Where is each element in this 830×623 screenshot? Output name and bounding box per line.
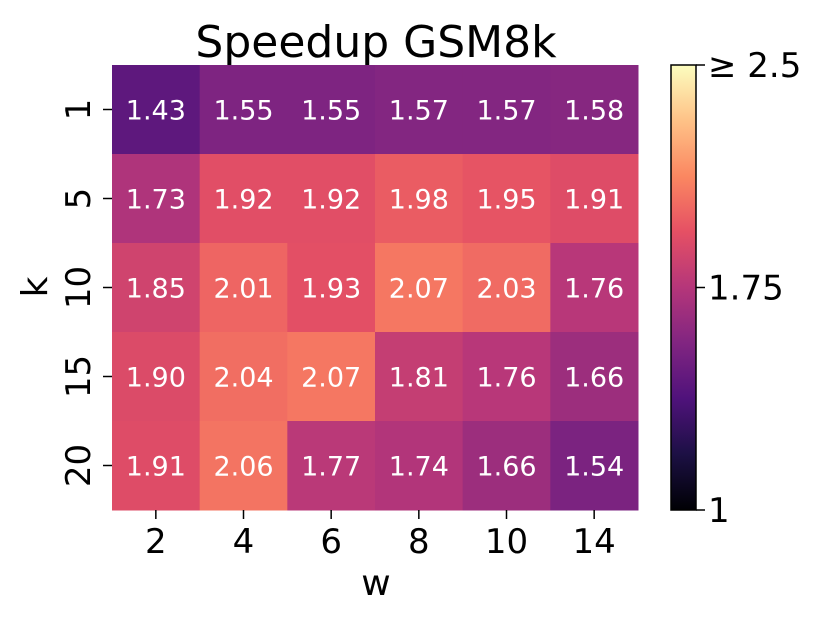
heatmap-cell	[375, 421, 464, 511]
heatmap-cell	[112, 154, 201, 244]
cell-value-label: 1.91	[564, 185, 624, 216]
cell-value-label: 1.55	[301, 96, 361, 127]
cell-value-label: 1.76	[564, 274, 624, 305]
heatmap-cell	[112, 421, 201, 511]
heatmap-cell	[550, 65, 639, 155]
heatmap-cells	[112, 65, 639, 511]
heatmap-cell	[550, 332, 639, 422]
x-tick-label: 10	[485, 522, 528, 562]
heatmap-cell	[375, 243, 464, 333]
cell-value-label: 1.66	[476, 452, 536, 483]
cell-value-label: 1.90	[126, 363, 186, 394]
y-tick-label: 10	[59, 266, 99, 309]
x-tick-label: 6	[320, 522, 342, 562]
cell-value-label: 1.91	[126, 452, 186, 483]
y-tick-label: 15	[59, 355, 99, 398]
heatmap-cell	[462, 243, 551, 333]
y-tick-label: 5	[59, 188, 99, 210]
x-axis-label: w	[361, 563, 390, 604]
heatmap-cell	[199, 243, 288, 333]
heatmap-cell	[287, 243, 376, 333]
heatmap-cell	[112, 332, 201, 422]
cell-value-label: 2.07	[389, 274, 449, 305]
x-tick-label: 8	[408, 522, 430, 562]
heatmap-cell	[199, 65, 288, 155]
cell-value-label: 2.04	[213, 363, 273, 394]
cell-value-label: 1.92	[213, 185, 273, 216]
cell-value-label: 2.03	[476, 274, 536, 305]
colorbar-ticks: ≥ 2.5 1.75 1	[696, 46, 801, 531]
heatmap-cell	[462, 332, 551, 422]
heatmap-cell	[199, 154, 288, 244]
heatmap-cell	[112, 65, 201, 155]
cell-value-label: 2.06	[213, 452, 273, 483]
cell-value-label: 1.58	[564, 96, 624, 127]
heatmap-cell	[199, 332, 288, 422]
cell-value-label: 1.54	[564, 452, 624, 483]
colorbar-tick-label: ≥ 2.5	[708, 46, 801, 86]
colorbar-tick-label: 1	[708, 491, 730, 531]
cell-value-label: 1.57	[476, 96, 536, 127]
y-tick-label: 20	[59, 444, 99, 487]
heatmap-cell	[287, 332, 376, 422]
heatmap-cell	[287, 65, 376, 155]
heatmap-cell	[199, 421, 288, 511]
cell-value-label: 1.85	[126, 274, 186, 305]
x-axis-ticks: 2 4 6 8 10 14	[145, 510, 616, 562]
cell-value-label: 1.77	[301, 452, 361, 483]
cell-value-label: 2.07	[301, 363, 361, 394]
cell-value-label: 1.98	[389, 185, 449, 216]
y-axis-label: k	[15, 276, 56, 297]
heatmap-cell	[550, 243, 639, 333]
cell-value-label: 1.92	[301, 185, 361, 216]
cell-value-label: 1.93	[301, 274, 361, 305]
cell-value-label: 1.57	[389, 96, 449, 127]
heatmap-cell	[462, 421, 551, 511]
cell-value-label: 1.73	[126, 185, 186, 216]
colorbar-tick-label: 1.75	[708, 269, 784, 309]
colorbar	[670, 64, 697, 511]
heatmap-cell	[375, 332, 464, 422]
cell-value-label: 1.43	[126, 96, 186, 127]
heatmap-cell	[462, 65, 551, 155]
heatmap-cell	[375, 65, 464, 155]
x-tick-label: 2	[145, 522, 167, 562]
cell-value-label: 1.74	[389, 452, 449, 483]
cell-value-label: 1.66	[564, 363, 624, 394]
y-tick-label: 1	[59, 99, 99, 121]
heatmap-cell	[550, 154, 639, 244]
heatmap-cell	[287, 421, 376, 511]
x-tick-label: 14	[573, 522, 616, 562]
cell-value-label: 1.76	[476, 363, 536, 394]
cell-value-label: 1.81	[389, 363, 449, 394]
heatmap-cell	[287, 154, 376, 244]
heatmap-cell	[112, 243, 201, 333]
heatmap-cell	[462, 154, 551, 244]
heatmap-cell-labels: 1.43 1.55 1.55 1.57 1.57 1.58 1.73 1.92 1.92 1.98…	[126, 96, 624, 483]
cell-value-label: 2.01	[213, 274, 273, 305]
cell-value-label: 1.95	[476, 185, 536, 216]
heatmap-cell	[550, 421, 639, 511]
chart-title: Speedup GSM8k	[195, 17, 557, 68]
x-tick-label: 4	[233, 522, 255, 562]
cell-value-label: 1.55	[213, 96, 273, 127]
heatmap-cell	[375, 154, 464, 244]
